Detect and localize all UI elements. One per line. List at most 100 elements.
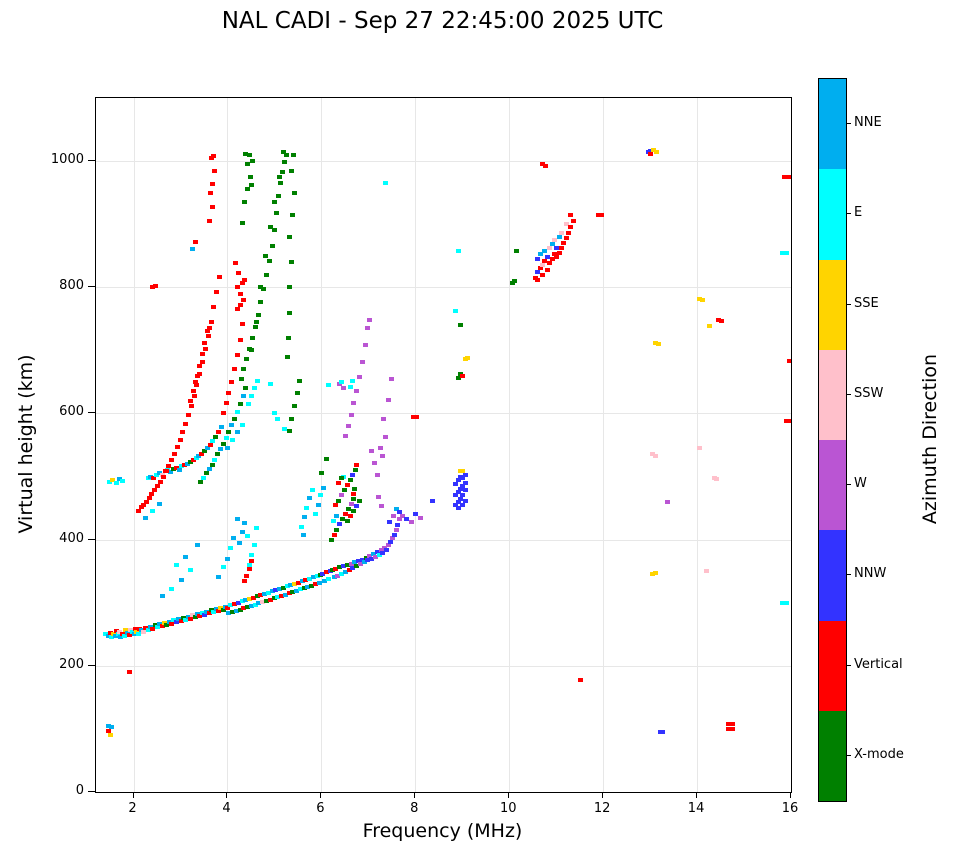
data-point [455, 376, 461, 381]
data-point [301, 514, 307, 519]
data-point [258, 285, 264, 290]
data-point [247, 152, 253, 157]
x-tick-label: 2 [128, 801, 137, 816]
data-point [352, 487, 358, 492]
colorbar-tick-mark [847, 213, 851, 215]
data-point [784, 600, 790, 605]
y-tick-mark [88, 538, 95, 540]
colorbar-tick-mark [847, 303, 851, 305]
data-point [542, 248, 548, 253]
data-point [340, 386, 346, 391]
data-point [356, 559, 362, 564]
data-point [191, 393, 197, 398]
data-point [277, 586, 283, 591]
data-point [391, 532, 397, 537]
y-tick-label: 0 [75, 783, 84, 798]
data-point [292, 581, 298, 586]
azimuth-colorbar [818, 78, 847, 802]
data-point [232, 601, 238, 606]
data-point [216, 608, 222, 613]
data-point [390, 513, 396, 518]
colorbar-segment-nne [819, 79, 846, 170]
data-point [388, 376, 394, 381]
data-point [280, 150, 286, 155]
data-point [220, 411, 226, 416]
data-point [174, 444, 180, 449]
data-point [354, 388, 360, 393]
data-point [202, 612, 207, 617]
data-point [356, 374, 362, 379]
data-point [460, 493, 466, 498]
data-point [345, 507, 351, 512]
x-tick-mark [414, 792, 416, 798]
data-point [544, 254, 550, 259]
data-point [554, 254, 560, 259]
data-point [650, 148, 656, 153]
data-point [284, 584, 290, 589]
data-point [240, 393, 246, 398]
data-point [216, 430, 222, 435]
data-point [204, 329, 210, 334]
data-point [542, 164, 548, 169]
data-point [383, 435, 389, 440]
data-point [155, 625, 161, 630]
data-point [200, 351, 206, 356]
data-point [789, 419, 791, 424]
data-point [565, 231, 571, 235]
data-point [563, 236, 569, 241]
data-point [208, 155, 214, 160]
data-point [319, 471, 325, 476]
data-point [166, 463, 172, 468]
data-point [241, 521, 247, 526]
x-gridline [603, 98, 605, 792]
data-point [273, 588, 279, 593]
data-point [351, 401, 357, 406]
data-point [382, 545, 388, 550]
data-point [262, 591, 268, 596]
data-point [269, 589, 275, 594]
data-point [351, 492, 357, 497]
data-point [453, 493, 459, 498]
data-point [223, 436, 229, 441]
data-point [357, 562, 363, 567]
data-point [105, 724, 111, 729]
data-point [267, 382, 273, 387]
data-point [237, 291, 243, 296]
data-point [464, 355, 470, 360]
data-point [271, 596, 277, 601]
data-point [339, 571, 345, 576]
y-tick-mark [88, 791, 95, 792]
x-tick-label: 8 [410, 801, 419, 816]
data-point [577, 677, 583, 682]
data-point [279, 169, 285, 174]
data-point [331, 518, 337, 523]
data-point [453, 482, 459, 487]
data-point [514, 248, 520, 253]
data-point [697, 296, 703, 301]
colorbar-label-sse: SSE [854, 295, 879, 311]
data-point [298, 525, 304, 530]
data-point [215, 452, 221, 457]
colorbar-label-nnw: NNW [854, 566, 887, 582]
data-point [460, 475, 466, 480]
data-point [410, 414, 416, 419]
data-point [183, 422, 189, 427]
data-point [202, 340, 207, 345]
data-point [556, 250, 562, 255]
data-point [554, 246, 560, 251]
data-point [253, 319, 259, 324]
data-point [312, 582, 318, 587]
data-point [300, 532, 306, 537]
data-point [561, 241, 567, 246]
data-point [326, 383, 332, 388]
data-point [287, 234, 293, 239]
data-point [242, 200, 248, 205]
data-point [250, 595, 256, 600]
data-point [192, 239, 198, 244]
data-point [173, 562, 179, 567]
x-gridline [791, 98, 792, 792]
data-point [650, 572, 656, 577]
data-point [251, 542, 257, 547]
data-point [408, 519, 414, 524]
data-point [237, 302, 243, 307]
